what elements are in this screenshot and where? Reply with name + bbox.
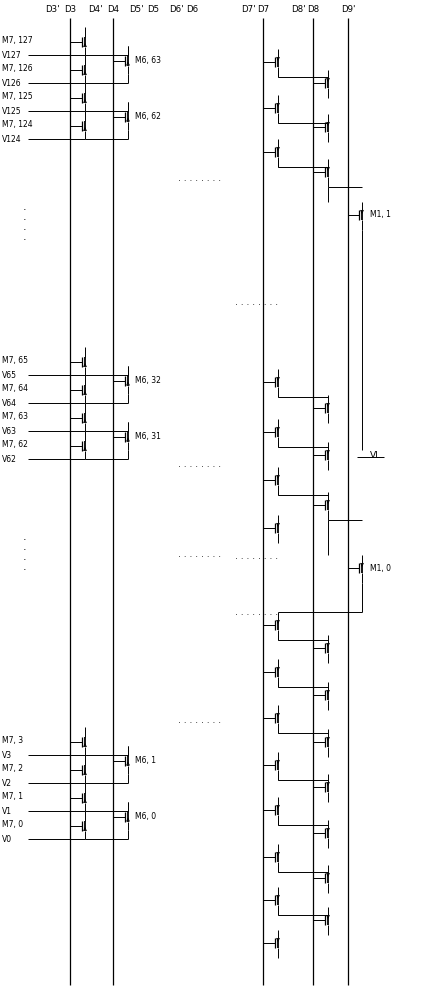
Text: ·: · [23,565,27,575]
Text: ·: · [23,555,27,565]
Text: D4': D4' [88,5,102,14]
Text: M7, 126: M7, 126 [2,64,33,74]
Text: ·: · [23,215,27,225]
Text: M7, 127: M7, 127 [2,36,33,45]
Text: VL: VL [370,450,381,460]
Text: V125: V125 [2,107,21,116]
Text: D6': D6' [169,5,183,14]
Text: D8': D8' [291,5,305,14]
Text: V127: V127 [2,51,21,60]
Text: M7, 124: M7, 124 [2,120,33,129]
Text: M6, 32: M6, 32 [135,376,161,385]
Text: V65: V65 [2,371,17,380]
Text: M6, 62: M6, 62 [135,112,161,121]
Text: D6: D6 [186,5,198,14]
Text: M7, 0: M7, 0 [2,820,23,830]
Text: M7, 63: M7, 63 [2,412,28,422]
Text: M7, 1: M7, 1 [2,792,23,802]
Text: ·: · [23,545,27,555]
Text: · · · · · · · ·: · · · · · · · · [235,556,278,564]
Text: · · · · · · · ·: · · · · · · · · [178,554,221,562]
Text: V126: V126 [2,80,21,89]
Text: M7, 3: M7, 3 [2,736,23,746]
Text: M6, 63: M6, 63 [135,56,161,65]
Text: M6, 1: M6, 1 [135,756,156,765]
Text: D8: D8 [307,5,319,14]
Text: V3: V3 [2,752,12,760]
Text: M6, 31: M6, 31 [135,432,161,441]
Text: · · · · · · · ·: · · · · · · · · [235,300,278,310]
Text: D3: D3 [64,5,76,14]
Text: D9': D9' [341,5,355,14]
Text: M7, 65: M7, 65 [2,357,28,365]
Text: · · · · · · · ·: · · · · · · · · [178,718,221,728]
Text: D3': D3' [45,5,59,14]
Text: ·: · [23,225,27,235]
Text: V62: V62 [2,456,17,464]
Text: M1, 0: M1, 0 [370,564,391,572]
Text: ·: · [23,205,27,215]
Text: V2: V2 [2,780,12,788]
Text: · · · · · · · ·: · · · · · · · · [178,178,221,186]
Text: D4: D4 [107,5,119,14]
Text: · · · · · · · ·: · · · · · · · · [235,610,278,619]
Text: M6, 0: M6, 0 [135,812,156,821]
Text: V124: V124 [2,135,21,144]
Text: ·: · [23,235,27,245]
Text: M7, 125: M7, 125 [2,93,33,102]
Text: M7, 62: M7, 62 [2,440,28,450]
Text: V0: V0 [2,836,12,844]
Text: V63: V63 [2,428,17,436]
Text: D7': D7' [240,5,255,14]
Text: M7, 64: M7, 64 [2,384,28,393]
Text: D5: D5 [147,5,159,14]
Text: D7: D7 [257,5,269,14]
Text: M1, 1: M1, 1 [370,211,391,220]
Text: ·: · [23,535,27,545]
Text: D5': D5' [129,5,143,14]
Text: V64: V64 [2,399,17,408]
Text: M7, 2: M7, 2 [2,764,23,774]
Text: · · · · · · · ·: · · · · · · · · [178,464,221,473]
Text: V1: V1 [2,808,12,816]
